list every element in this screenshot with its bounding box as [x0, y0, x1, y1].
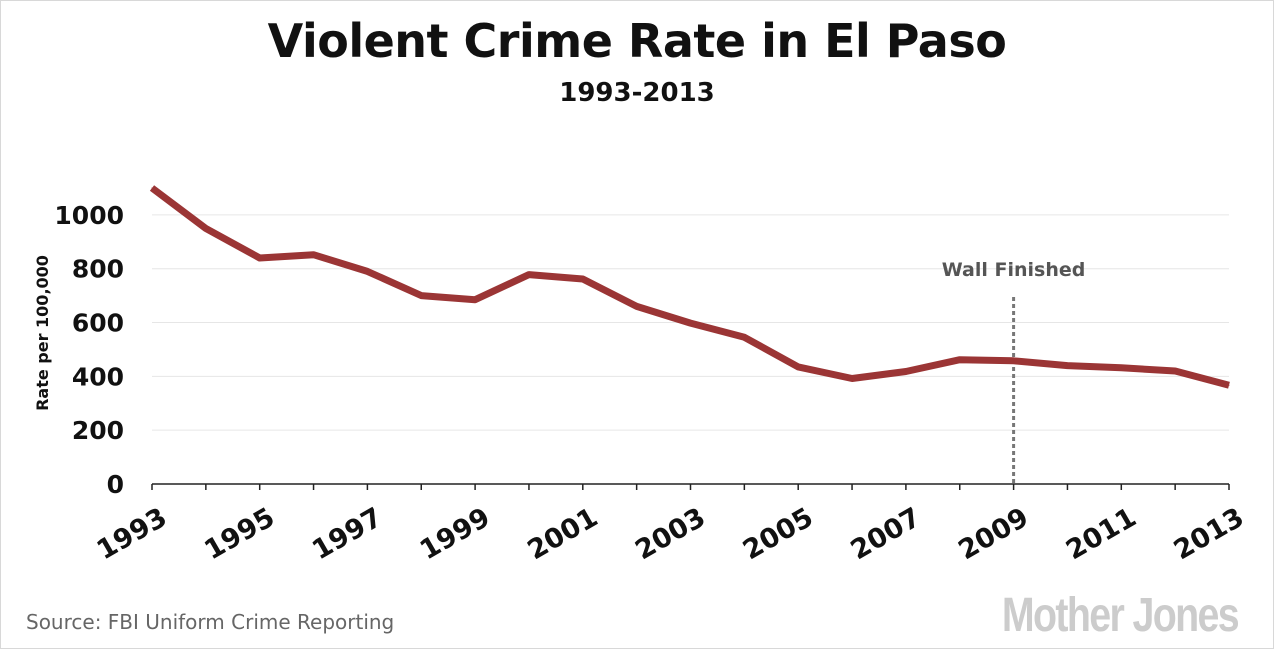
data-point: [1013, 360, 1015, 362]
x-tick-label: 2013: [1169, 502, 1250, 566]
y-tick-label: 600: [72, 309, 124, 338]
data-point: [313, 254, 315, 256]
x-tick-label: 1997: [307, 502, 388, 566]
brand-logo: Mother Jones: [1001, 589, 1240, 642]
x-tick-label: 2009: [953, 502, 1034, 566]
series-line: [149, 185, 1230, 389]
x-tick-label: 1993: [92, 502, 173, 566]
y-tick-label: 200: [72, 416, 124, 445]
y-tick-label: 1000: [54, 201, 124, 230]
data-point: [205, 227, 207, 229]
chart-subtitle: 1993-2013: [559, 78, 715, 108]
data-point: [420, 295, 422, 297]
x-tick-label: 1999: [415, 502, 496, 566]
y-tick-label: 800: [72, 255, 124, 284]
data-point: [1066, 365, 1068, 367]
data-point: [582, 278, 584, 280]
series: [149, 185, 1230, 389]
axes: [151, 483, 1230, 490]
data-point: [797, 366, 799, 368]
annotation-label: Wall Finished: [942, 259, 1086, 281]
data-point: [1174, 370, 1176, 372]
annotation: Wall Finished: [942, 259, 1086, 484]
data-point: [366, 270, 368, 272]
data-point: [259, 257, 261, 259]
y-tick-label: 0: [107, 470, 124, 499]
chart-title: Violent Crime Rate in El Paso: [267, 14, 1007, 68]
x-tick-label: 2005: [738, 502, 819, 566]
source-note: Source: FBI Uniform Crime Reporting: [26, 610, 395, 634]
y-axis-label: Rate per 100,000: [33, 255, 52, 411]
x-tick-labels: 1993 1995 1997 1999 2001 2003 2005 2007 2009 2011…: [92, 502, 1250, 566]
x-tick-label: 2003: [630, 502, 711, 566]
x-tick-label: 2007: [846, 502, 927, 566]
data-point: [743, 336, 745, 338]
data-point: [474, 299, 476, 301]
data-point: [1120, 367, 1122, 369]
data-point: [528, 274, 530, 276]
x-tick-label: 2001: [523, 502, 604, 566]
data-point: [905, 371, 907, 373]
data-point: [959, 359, 961, 361]
data-point: [851, 378, 853, 380]
data-point: [636, 305, 638, 307]
x-tick-label: 2011: [1061, 502, 1142, 566]
y-tick-labels: 0 200 400 600 800 1000: [54, 201, 124, 499]
data-point: [1228, 384, 1230, 386]
y-tick-label: 400: [72, 362, 124, 391]
data-point: [690, 322, 691, 324]
data-point: [151, 187, 153, 189]
x-tick-label: 1995: [199, 502, 280, 566]
